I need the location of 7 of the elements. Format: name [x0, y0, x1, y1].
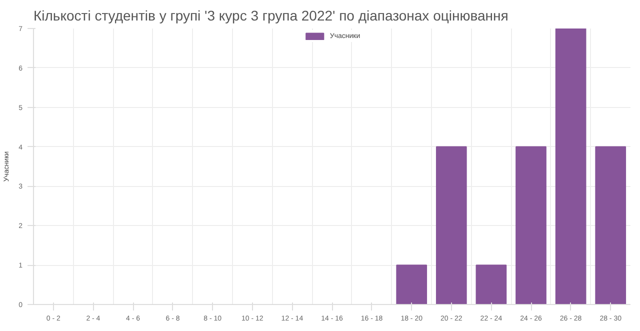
chart-title: Кількості студентів у групі '3 курс 3 група 2022' по діапазонах оцінювання [34, 8, 508, 24]
bar [436, 146, 467, 304]
bar [555, 28, 586, 304]
bar [595, 146, 626, 304]
bar [476, 264, 507, 304]
bar [396, 264, 428, 304]
bar [516, 146, 546, 304]
